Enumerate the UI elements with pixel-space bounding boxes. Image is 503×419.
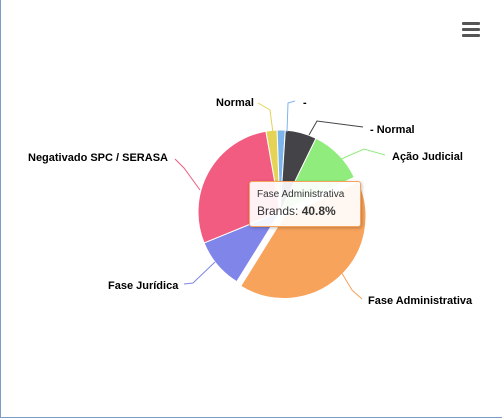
data-label-6: Negativado SPC / SERASA bbox=[28, 152, 168, 164]
hamburger-menu-icon[interactable] bbox=[459, 20, 483, 40]
connector-line-2 bbox=[308, 120, 364, 136]
data-label-5: Fase Jurídica bbox=[108, 280, 179, 292]
data-label-2: - Normal bbox=[370, 124, 415, 136]
tooltip-series: Brands: bbox=[257, 204, 299, 218]
connector-line-4 bbox=[339, 269, 363, 300]
chart-tooltip: Fase Administrativa Brands: 40.8% bbox=[249, 181, 361, 227]
tooltip-title: Fase Administrativa bbox=[257, 189, 345, 200]
data-label-1: - bbox=[303, 97, 307, 109]
tooltip-body: Brands: 40.8% bbox=[257, 204, 336, 218]
data-label-0: Normal bbox=[216, 97, 254, 109]
data-label-3: Ação Judicial bbox=[392, 151, 463, 163]
connector-line-1 bbox=[286, 100, 296, 133]
tooltip-value: 40.8% bbox=[301, 204, 336, 218]
connector-line-3 bbox=[338, 148, 386, 161]
data-label-4: Fase Administrativa bbox=[368, 295, 473, 307]
connector-line-0 bbox=[257, 102, 274, 134]
connector-line-6 bbox=[174, 158, 201, 191]
connector-line-5 bbox=[183, 261, 216, 285]
